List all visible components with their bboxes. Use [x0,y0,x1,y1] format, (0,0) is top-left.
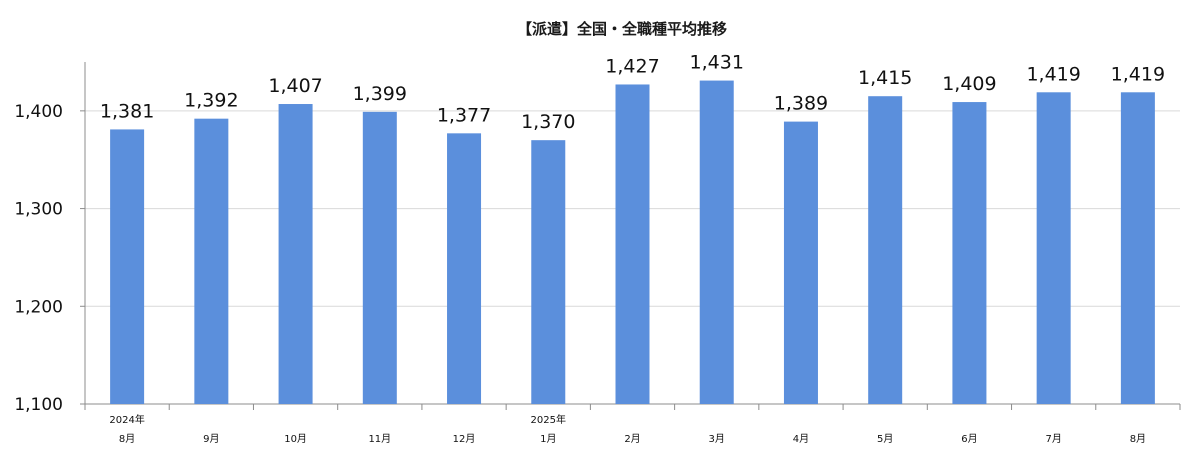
y-tick-label: 1,200 [14,297,63,317]
data-label: 1,415 [858,67,912,89]
chart-title: 【派遣】全国・全職種平均推移 [517,20,727,38]
x-tick-month-label: 5月 [877,433,893,445]
x-tick-month-label: 2月 [624,433,640,445]
bar [699,80,734,405]
bar [1120,92,1155,404]
x-tick-month-label: 8月 [119,433,135,445]
y-tick-label: 1,400 [14,102,63,122]
x-tick-month-label: 9月 [203,433,219,445]
data-label: 1,399 [353,83,407,105]
axes: 1,100 1,200 1,300 1,400 2024年 8月 9月 10月 11月 12月 20… [14,62,1181,445]
data-label: 1,427 [605,55,659,77]
x-tick-month-label: 8月 [1130,433,1146,445]
bar [531,140,566,404]
data-label: 1,431 [690,52,744,74]
data-label: 1,419 [1111,63,1165,85]
x-tick-month-label: 3月 [709,433,725,445]
x-tick-month-label: 4月 [793,433,809,445]
x-tick-month-label: 1月 [540,433,556,445]
x-tick-month-label: 12月 [453,433,476,445]
bar [194,118,229,404]
x-tick-year-label: 2025年 [531,413,566,426]
bar [783,121,818,404]
data-label: 1,377 [437,104,491,126]
bar [278,104,313,404]
x-tick-month-label: 6月 [961,433,977,445]
data-label: 1,409 [942,73,996,95]
x-tick-year-label: 2024年 [109,413,144,426]
bar [362,111,397,404]
y-tick-label: 1,100 [14,395,63,415]
x-tick-month-label: 7月 [1045,433,1061,445]
x-tick-month-label: 10月 [284,433,307,445]
data-label: 1,392 [184,90,238,112]
bar [952,102,987,404]
data-labels: 1,381 1,392 1,407 1,399 1,377 1,370 1,427 1,431… [100,52,1165,134]
data-label: 1,407 [268,75,322,97]
bar [868,96,903,404]
y-tick-label: 1,300 [14,200,63,220]
bars [110,80,1155,405]
bar [615,84,650,404]
data-label: 1,370 [521,111,575,133]
data-label: 1,389 [774,93,828,115]
x-tick-month-label: 11月 [368,433,391,445]
bar [447,133,482,404]
data-label: 1,419 [1026,63,1080,85]
bar [1036,92,1071,404]
bar [110,129,145,404]
data-label: 1,381 [100,100,154,122]
